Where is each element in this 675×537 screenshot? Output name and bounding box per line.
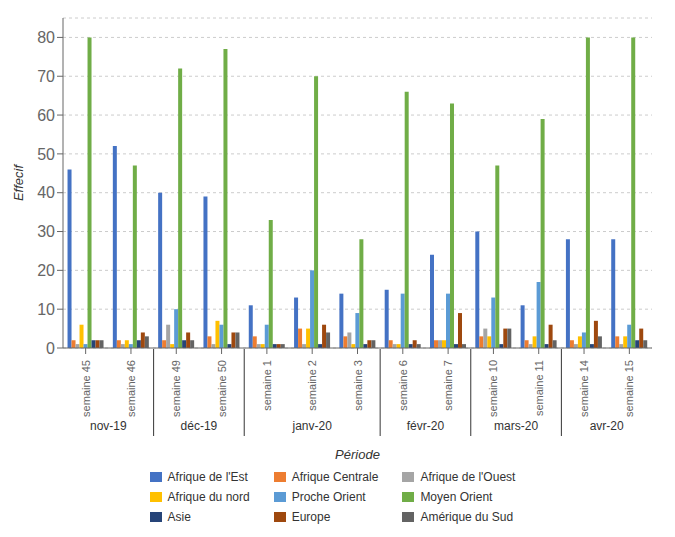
svg-text:60: 60 xyxy=(37,107,55,124)
svg-text:70: 70 xyxy=(37,68,55,85)
svg-text:0: 0 xyxy=(46,340,55,357)
svg-text:80: 80 xyxy=(37,29,55,46)
html-text:Amérique du Sud: Amérique du Sud xyxy=(420,510,514,524)
svg-text:semaine 3: semaine 3 xyxy=(352,360,364,411)
svg-text:semaine 7: semaine 7 xyxy=(442,360,454,411)
html-text:Moyen Orient: Moyen Orient xyxy=(420,490,493,504)
svg-text:30: 30 xyxy=(37,223,55,240)
html-text:Afrique de l'Est: Afrique de l'Est xyxy=(167,470,248,484)
html-text:Afrique de l'Ouest: Afrique de l'Ouest xyxy=(420,470,516,484)
svg-text:Effecif: Effecif xyxy=(11,164,26,202)
svg-text:semaine 6: semaine 6 xyxy=(397,360,409,411)
svg-text:semaine 14: semaine 14 xyxy=(578,360,590,417)
svg-text:20: 20 xyxy=(37,262,55,279)
svg-text:semaine 2: semaine 2 xyxy=(306,360,318,411)
html-text:Asie: Asie xyxy=(167,510,191,524)
svg-text:10: 10 xyxy=(37,301,55,318)
svg-text:semaine 45: semaine 45 xyxy=(80,360,92,417)
html-text:Afrique du nord: Afrique du nord xyxy=(167,490,250,504)
svg-text:févr-20: févr-20 xyxy=(407,419,445,433)
svg-text:semaine 11: semaine 11 xyxy=(533,360,545,416)
svg-text:avr-20: avr-20 xyxy=(590,419,624,433)
html-text:Europe: Europe xyxy=(291,510,331,524)
svg-text:Période: Période xyxy=(335,447,380,462)
svg-text:semaine 49: semaine 49 xyxy=(170,360,182,417)
svg-text:janv-20: janv-20 xyxy=(292,419,333,433)
svg-text:mars-20: mars-20 xyxy=(494,419,538,433)
html-text:Proche Orient: Proche Orient xyxy=(291,490,366,504)
html-text:Afrique Centrale: Afrique Centrale xyxy=(291,470,379,484)
svg-text:semaine 15: semaine 15 xyxy=(623,360,635,417)
svg-text:nov-19: nov-19 xyxy=(90,419,127,433)
svg-text:déc-19: déc-19 xyxy=(181,419,218,433)
svg-text:semaine 50: semaine 50 xyxy=(216,360,228,417)
svg-text:semaine 1: semaine 1 xyxy=(261,360,273,411)
svg-text:40: 40 xyxy=(37,184,55,201)
svg-text:50: 50 xyxy=(37,146,55,163)
svg-text:semaine 46: semaine 46 xyxy=(125,360,137,417)
svg-text:semaine 10: semaine 10 xyxy=(487,360,499,417)
